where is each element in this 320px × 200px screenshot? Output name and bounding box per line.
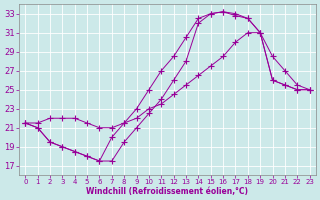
X-axis label: Windchill (Refroidissement éolien,°C): Windchill (Refroidissement éolien,°C) <box>86 187 248 196</box>
